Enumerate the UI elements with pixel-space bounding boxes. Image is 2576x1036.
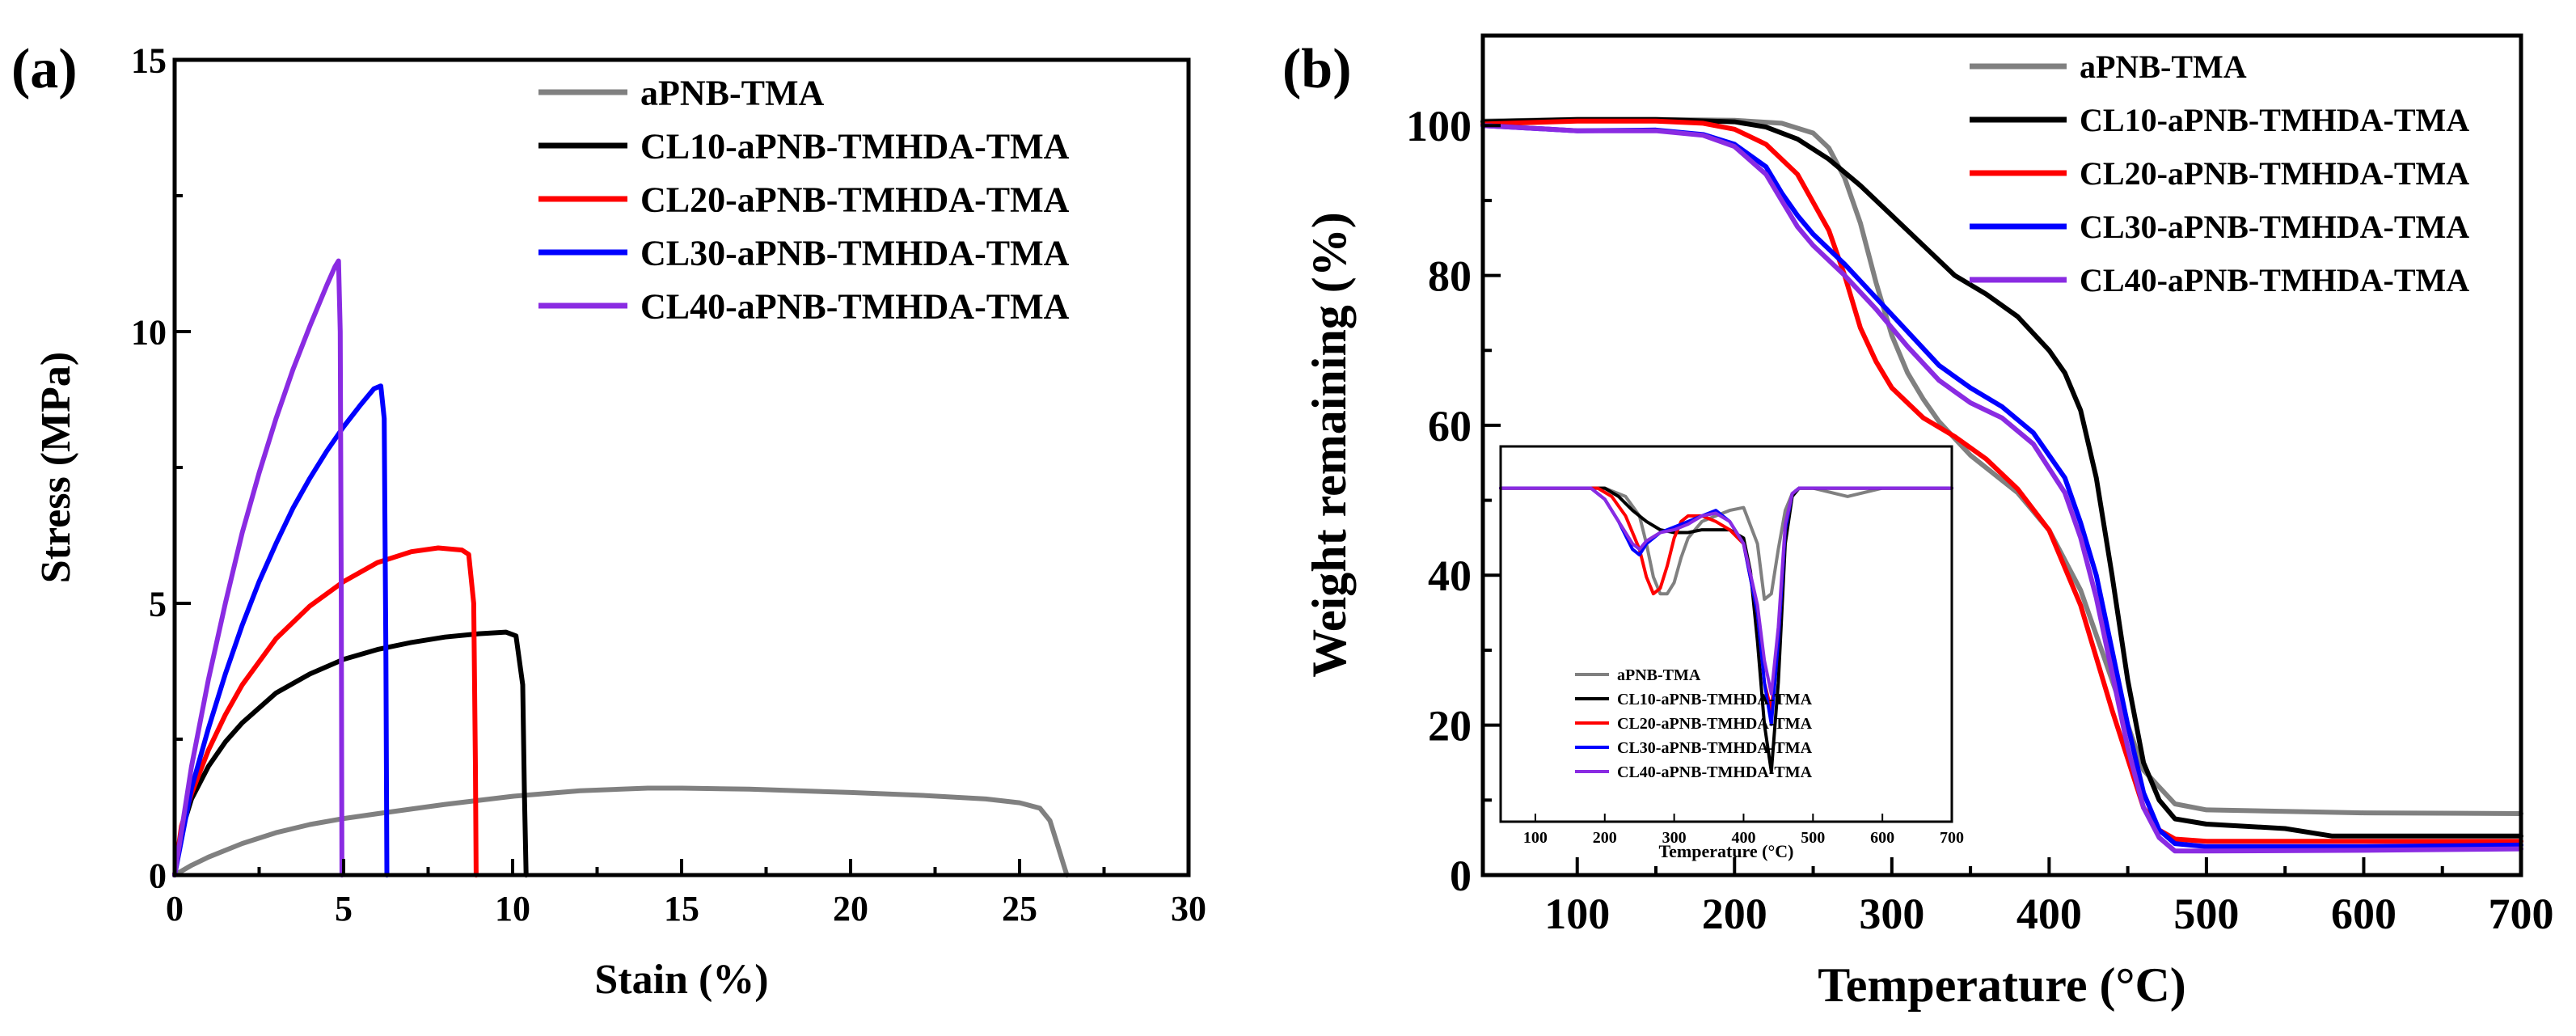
panel-a: (a) 0 5 10 15 20 25 30 0 5 10 15 Stain (%) Stress… (11, 38, 1206, 1003)
panel-b-y-ticks: 0 20 40 60 80 100 (1406, 102, 1501, 900)
panel-b-x-tick-label: 700 (2489, 890, 2554, 938)
panel-b-x-axis-label: Temperature (°C) (1818, 958, 2186, 1012)
inset-x-tick-label: 700 (1940, 829, 1964, 847)
panel-a-x-tick-label: 25 (1002, 889, 1037, 928)
panel-b-axes-frame (1480, 33, 2523, 877)
panel-a-x-tick-label: 0 (166, 889, 184, 928)
panel-a-y-tick-label: 0 (149, 856, 167, 895)
panel-a-legend-label-cl20-apnb-tmhda-tma: CL20-aPNB-TMHDA-TMA (640, 180, 1070, 219)
inset-x-ticks: 100 200 300 400 500 600 700 (1523, 814, 1964, 847)
panel-b-series-cl40-apnb-tmhda-tma (1480, 123, 2523, 854)
inset-x-tick-label: 100 (1523, 829, 1548, 847)
inset-x-tick-label: 200 (1593, 829, 1617, 847)
panel-a-legend-label-apnb-tma: aPNB-TMA (640, 73, 825, 112)
panel-b-y-tick-label: 40 (1428, 552, 1472, 600)
panel-a-x-ticks: 0 5 10 15 20 25 30 (166, 859, 1206, 928)
panel-b-label: (b) (1282, 38, 1352, 100)
panel-a-series-apnb-tma (172, 785, 1070, 877)
panel-a-x-tick-label: 15 (664, 889, 699, 928)
panel-a-y-axis-label: Stress (MPa) (33, 352, 79, 583)
inset-series (1499, 486, 1953, 774)
panel-b: (b) 100 200 300 400 500 600 700 0 20 40 60 80 100 T… (1282, 33, 2554, 1012)
panel-b-y-tick-label: 100 (1406, 102, 1472, 150)
panel-b-series-cl10-apnb-tmhda-tma (1480, 116, 2523, 839)
panel-a-legend-label-cl30-apnb-tmhda-tma: CL30-aPNB-TMHDA-TMA (640, 233, 1070, 273)
panel-a-x-tick-label: 20 (833, 889, 868, 928)
panel-a-y-tick-label: 10 (131, 312, 167, 352)
panel-b-legend-label-cl20-apnb-tmhda-tma: CL20-aPNB-TMHDA-TMA (2080, 155, 2469, 192)
panel-b-legend-label-cl40-apnb-tmhda-tma: CL40-aPNB-TMHDA-TMA (2080, 262, 2469, 298)
inset-legend-label-cl20-apnb-tmhda-tma: CL20-aPNB-TMHDA-TMA (1617, 715, 1813, 733)
inset-legend-label-apnb-tma: aPNB-TMA (1617, 666, 1701, 684)
panel-a-y-tick-label: 15 (131, 40, 167, 80)
panel-b-legend-label-cl30-apnb-tmhda-tma: CL30-aPNB-TMHDA-TMA (2080, 209, 2469, 245)
panel-b-x-tick-label: 500 (2173, 890, 2239, 938)
inset-legend-label-cl10-apnb-tmhda-tma: CL10-aPNB-TMHDA-TMA (1617, 691, 1813, 708)
panel-b-y-axis-label: Weight remaining (%) (1303, 212, 1356, 678)
panel-b-legend: aPNB-TMA CL10-aPNB-TMHDA-TMA CL20-aPNB-TMH… (1970, 49, 2469, 298)
panel-b-x-ticks: 100 200 300 400 500 600 700 (1544, 857, 2554, 938)
inset-axes-frame (1499, 445, 1953, 823)
panel-a-legend-label-cl40-apnb-tmhda-tma: CL40-aPNB-TMHDA-TMA (640, 286, 1070, 326)
panel-a-series-cl30-apnb-tmhda-tma (172, 383, 390, 877)
panel-b-x-tick-label: 100 (1544, 890, 1610, 938)
inset-x-tick-label: 400 (1731, 829, 1755, 847)
panel-b-x-tick-label: 400 (2016, 890, 2082, 938)
panel-b-inset: 100 200 300 400 500 600 700 Temperature (°C) a… (1499, 445, 1964, 861)
panel-b-legend-label-cl10-apnb-tmhda-tma: CL10-aPNB-TMHDA-TMA (2080, 102, 2469, 138)
inset-legend: aPNB-TMA CL10-aPNB-TMHDA-TMA CL20-aPNB-TMH… (1575, 666, 1813, 781)
panel-b-x-tick-label: 600 (2331, 890, 2397, 938)
inset-series-cl40-apnb-tmhda-tma (1499, 486, 1953, 696)
inset-legend-label-cl30-apnb-tmhda-tma: CL30-aPNB-TMHDA-TMA (1617, 739, 1813, 757)
panel-a-series (172, 258, 1070, 877)
panel-b-series-cl30-apnb-tmhda-tma (1480, 123, 2523, 849)
panel-b-y-tick-label: 80 (1428, 252, 1472, 300)
panel-b-x-tick-label: 300 (1859, 890, 1924, 938)
panel-a-series-cl40-apnb-tmhda-tma (172, 258, 344, 877)
panel-a-legend-label-cl10-apnb-tmhda-tma: CL10-aPNB-TMHDA-TMA (640, 126, 1070, 166)
panel-a-series-cl20-apnb-tmhda-tma (172, 545, 479, 877)
inset-x-tick-label: 600 (1870, 829, 1894, 847)
panel-a-legend: aPNB-TMA CL10-aPNB-TMHDA-TMA CL20-aPNB-TMH… (538, 73, 1070, 326)
panel-a-label: (a) (11, 38, 78, 100)
panel-a-series-cl10-apnb-tmhda-tma (172, 629, 529, 877)
panel-b-legend-label-apnb-tma: aPNB-TMA (2080, 49, 2247, 85)
panel-b-series (1480, 116, 2523, 854)
panel-a-x-tick-label: 5 (335, 889, 353, 928)
panel-a-y-ticks: 0 5 10 15 (131, 40, 191, 895)
panel-b-x-tick-label: 200 (1702, 890, 1767, 938)
panel-b-y-tick-label: 0 (1450, 852, 1472, 900)
panel-b-y-tick-label: 60 (1428, 402, 1472, 450)
inset-x-tick-label: 300 (1662, 829, 1687, 847)
panel-a-x-tick-label: 10 (495, 889, 530, 928)
panel-b-y-tick-label: 20 (1428, 702, 1472, 751)
inset-legend-label-cl40-apnb-tmhda-tma: CL40-aPNB-TMHDA-TMA (1617, 763, 1813, 781)
panel-a-x-tick-label: 30 (1171, 889, 1206, 928)
panel-a-x-axis-label: Stain (%) (594, 957, 768, 1003)
inset-x-tick-label: 500 (1801, 829, 1825, 847)
panel-a-y-tick-label: 5 (149, 584, 167, 624)
inset-x-axis-label: Temperature (°C) (1658, 841, 1793, 861)
